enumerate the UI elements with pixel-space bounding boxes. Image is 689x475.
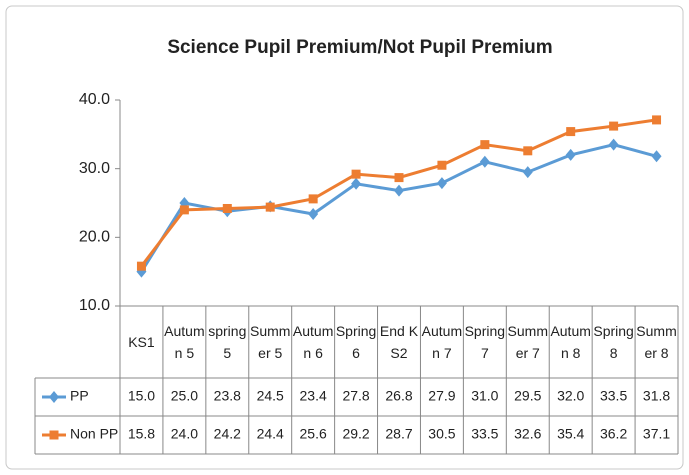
marker [308, 194, 318, 204]
category-cell: Spring 6 [335, 323, 377, 361]
category-cell: End KS2 [379, 323, 419, 361]
table-value: 33.5 [600, 388, 627, 404]
table-value: 23.4 [300, 388, 327, 404]
marker [522, 166, 533, 179]
legend-label: PP [70, 388, 89, 404]
marker [437, 160, 447, 170]
marker [179, 205, 189, 215]
marker [609, 121, 619, 131]
table-value: 29.5 [514, 388, 541, 404]
marker [479, 155, 490, 168]
marker [652, 115, 662, 125]
y-tick-label: 10.0 [79, 297, 110, 314]
table-value: 30.5 [428, 426, 455, 442]
table-value: 25.6 [300, 426, 327, 442]
x-tick-label: Spring 7 [464, 323, 506, 361]
category-cell: Autumn 6 [292, 323, 334, 361]
x-tick-label: Autumn 8 [550, 323, 591, 361]
table-value: 31.8 [643, 388, 670, 404]
legend-marker [49, 430, 59, 440]
legend-label: Non PP [70, 426, 118, 442]
table-value: 28.7 [385, 426, 412, 442]
table-value: 24.0 [171, 426, 198, 442]
marker [351, 169, 361, 179]
table-value: 15.0 [128, 388, 155, 404]
category-cell: Autumn 5 [164, 323, 205, 361]
table-value: 31.0 [471, 388, 498, 404]
table-value: 23.8 [214, 388, 241, 404]
table-value: 37.1 [643, 426, 670, 442]
table-value: 27.8 [342, 388, 369, 404]
x-tick-label: Summer 8 [636, 323, 677, 361]
category-cell: spring 5 [208, 323, 247, 361]
table-value: 27.9 [428, 388, 455, 404]
table-value: 33.5 [471, 426, 498, 442]
category-cell: Autumn 8 [550, 323, 591, 361]
category-cell: Summer 8 [636, 323, 677, 361]
table-value: 24.4 [257, 426, 284, 442]
x-tick-label: Summer 7 [507, 323, 548, 361]
category-cell: Autumn 7 [421, 323, 463, 361]
chart-frame [5, 5, 684, 470]
table-value: 15.8 [128, 426, 155, 442]
category-cell: Spring 7 [464, 323, 506, 361]
marker [480, 140, 490, 150]
x-tick-label: KS1 [128, 334, 155, 350]
marker [394, 173, 404, 183]
marker [265, 202, 275, 212]
table-value: 29.2 [342, 426, 369, 442]
legend-marker [49, 391, 59, 403]
category-cell: Summer 5 [250, 323, 291, 361]
marker [351, 177, 362, 190]
marker [308, 207, 319, 220]
marker [136, 261, 146, 271]
series [136, 115, 662, 271]
category-cell: KS1 [128, 334, 155, 350]
table-value: 32.6 [514, 426, 541, 442]
x-tick-label: Autumn 6 [292, 323, 334, 361]
x-tick-label: Spring 6 [335, 323, 377, 361]
table-value: 25.0 [171, 388, 198, 404]
table-value: 32.0 [557, 388, 584, 404]
x-tick-label: spring 5 [208, 323, 247, 361]
marker [608, 138, 619, 151]
marker [523, 146, 533, 156]
table-value: 24.2 [214, 426, 241, 442]
x-tick-label: Autumn 7 [421, 323, 463, 361]
category-cell: Spring 8 [593, 323, 634, 361]
marker [436, 177, 447, 190]
chart-title: Science Pupil Premium/Not Pupil Premium [167, 37, 552, 58]
marker [394, 184, 404, 197]
table-value: 26.8 [385, 388, 412, 404]
x-tick-label: Autumn 5 [164, 323, 205, 361]
marker [651, 150, 662, 163]
table-value: 35.4 [557, 426, 584, 442]
x-tick-label: End KS2 [379, 323, 419, 361]
marker [566, 127, 576, 137]
marker [222, 203, 232, 213]
y-tick-label: 30.0 [79, 160, 110, 177]
y-tick-label: 20.0 [79, 229, 110, 246]
x-tick-label: Spring 8 [593, 323, 634, 361]
table-value: 36.2 [600, 426, 627, 442]
x-tick-label: Summer 5 [250, 323, 291, 361]
category-cell: Summer 7 [507, 323, 548, 361]
marker [565, 148, 576, 161]
y-tick-label: 40.0 [79, 91, 110, 108]
table-value: 24.5 [257, 388, 284, 404]
